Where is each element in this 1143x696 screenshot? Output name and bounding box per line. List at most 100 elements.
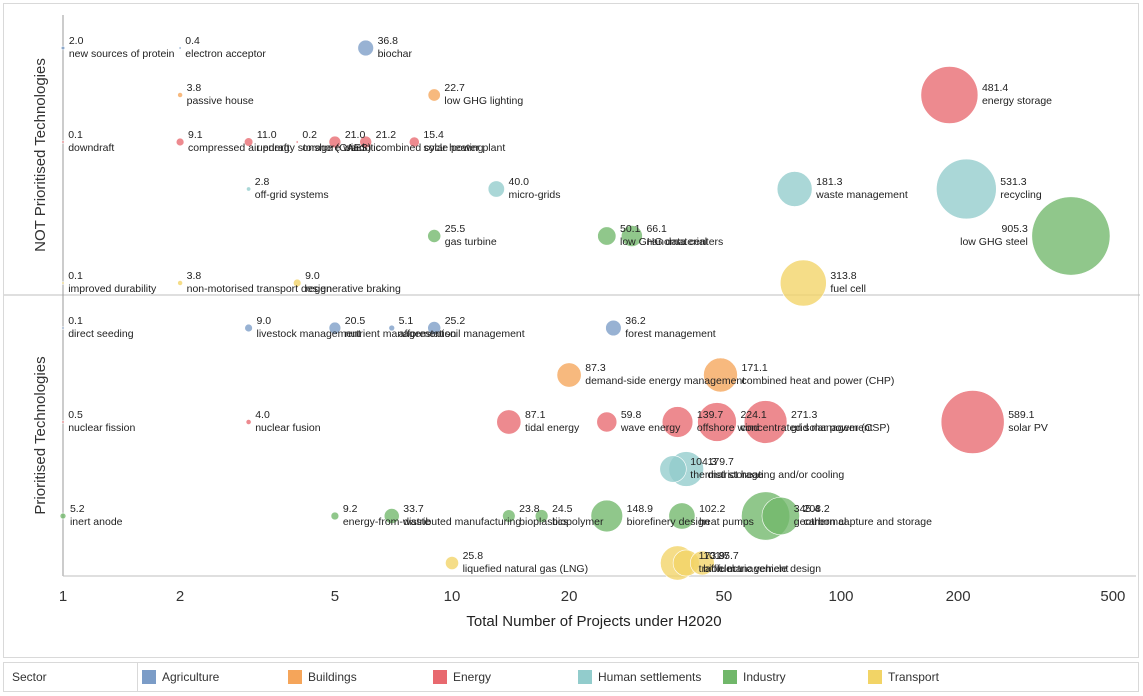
name-label-not-fuel-cell: fuel cell: [830, 283, 866, 295]
value-label-pri-livestock-management: 9.0: [257, 315, 272, 327]
name-label-not-micro-grids: micro-grids: [509, 189, 561, 201]
name-label-not-low-ghg-data-centers: low GHG data centers: [620, 236, 723, 248]
bubble-pri-bioplastics: [502, 509, 516, 523]
legend-item-transport[interactable]: Transport: [868, 670, 1013, 684]
name-label-not-osmotic: osmotic: [345, 142, 381, 154]
value-label-pri-offshore-wind: 139.7: [697, 409, 723, 421]
bubble-not-non-motorised-transport-design: [177, 280, 183, 286]
legend-item-buildings[interactable]: Buildings: [288, 670, 433, 684]
legend-label-human-settlements: Human settlements: [598, 670, 702, 684]
name-label-pri-soil-management: soil management: [445, 328, 525, 340]
name-label-pri-forest-management: forest management: [625, 328, 716, 340]
bubble-not-recycling: [936, 158, 997, 220]
x-tick-label: 2: [176, 588, 184, 605]
sector-legend: Sector Agriculture Buildings Energy Huma…: [3, 662, 1139, 692]
x-axis-title: Total Number of Projects under H2020: [466, 613, 721, 630]
name-label-pri-biorefinery-design: biorefinery design: [627, 516, 710, 528]
value-label-pri-bioplastics: 23.8: [519, 503, 540, 515]
value-label-not-low-ghg-data-centers: 50.1: [620, 223, 641, 235]
bubble-pri-grid-management: [743, 400, 788, 444]
value-label-pri-nuclear-fission: 0.5: [68, 409, 83, 421]
name-label-pri-liquefied-natural-gas-lng: liquefied natural gas (LNG): [463, 563, 588, 575]
bubble-not-solar-heating: [408, 136, 420, 148]
bubble-not-waste-management: [776, 171, 813, 207]
bubble-not-updraft: [243, 137, 254, 147]
value-label-pri-traffic-management: 173.9: [699, 550, 725, 562]
value-label-not-osmotic: 21.0: [345, 129, 366, 141]
value-label-pri-thermal-storage: 104.3: [690, 456, 716, 468]
bubble-pri-concentrated-solar-power-csp: [697, 402, 737, 442]
bubble-not-fuel-cell: [779, 259, 827, 307]
axis-layer: NOT Prioritised Technologies Prioritised …: [32, 58, 1125, 630]
legend-swatch-buildings: [288, 670, 302, 684]
value-label-pri-nutrient-management: 20.5: [345, 315, 366, 327]
x-tick-label: 1: [59, 588, 67, 605]
name-label-not-low-ghg-lighting: low GHG lighting: [444, 95, 523, 107]
value-label-not-updraft: 11.0: [257, 129, 277, 141]
bubble-not-low-ghg-steel: [1031, 196, 1111, 276]
bubble-pri-liquefied-natural-gas-lng: [445, 556, 459, 570]
bubble-not-osmotic: [328, 135, 342, 149]
bubble-pri-thermal-storage: [659, 455, 687, 483]
panel-label-not: NOT Prioritised Technologies: [32, 58, 49, 252]
name-label-pri-direct-seeding: direct seeding: [68, 328, 134, 340]
name-label-not-combined-cycle-power-plant: combined cycle power plant: [376, 142, 506, 154]
bubble-not-compressed-air-energy-storage-caes: [175, 137, 185, 147]
legend-item-industry[interactable]: Industry: [723, 670, 868, 684]
value-label-pri-afforestation: 5.1: [399, 315, 414, 327]
name-label-not-gas-turbine: gas turbine: [445, 236, 497, 248]
bubble-pri-livestock-management: [244, 323, 253, 333]
value-label-pri-wave-energy: 59.8: [621, 409, 642, 421]
legend-item-agriculture[interactable]: Agriculture: [140, 670, 288, 684]
bubble-not-energy-storage: [920, 66, 979, 124]
value-label-pri-biorefinery-design: 148.9: [627, 503, 653, 515]
bubble-pri-nuclear-fusion: [245, 419, 252, 425]
bubble-pri-electric-vehicle-design: [689, 550, 715, 576]
bubble-pri-carbon-capture-and-storage: [761, 496, 800, 536]
bubble-not-new-sources-of-protein: [60, 45, 66, 51]
bubble-pri-combined-heat-and-power-chp: [703, 357, 738, 393]
bubble-pri-biorefinery-design: [590, 499, 623, 533]
x-tick-label: 100: [828, 588, 853, 605]
bubble-not-nanomaterial: [621, 225, 643, 247]
bubble-pri-wave-energy: [596, 411, 618, 433]
bubble-pri-afforestation: [388, 324, 395, 332]
value-label-not-waste-management: 181.3: [816, 176, 842, 188]
legend-item-energy[interactable]: Energy: [433, 670, 578, 684]
bubble-pri-direct-seeding: [61, 326, 65, 330]
value-label-not-fuel-cell: 313.8: [830, 270, 856, 282]
bubble-layer: [59, 39, 1111, 581]
value-label-pri-inert-anode: 5.2: [70, 503, 85, 515]
bubble-not-onshore-wind: [295, 140, 299, 144]
name-label-not-nanomaterial: nanomaterial: [646, 236, 707, 248]
value-label-not-combined-cycle-power-plant: 21.2: [376, 129, 397, 141]
name-label-not-onshore-wind: onshore wind: [302, 142, 365, 154]
value-label-not-off-grid-systems: 2.8: [255, 176, 270, 188]
value-label-pri-direct-seeding: 0.1: [68, 315, 83, 327]
value-label-pri-combined-heat-and-power-chp: 171.1: [741, 362, 767, 374]
legend-item-human-settlements[interactable]: Human settlements: [578, 670, 723, 684]
value-label-not-passive-house: 3.8: [187, 82, 202, 94]
bubble-pri-biopolymer: [534, 509, 549, 523]
bubble-pri-energy-from-waste: [330, 511, 340, 521]
value-label-not-electron-acceptor: 0.4: [185, 35, 200, 47]
x-tick-label: 20: [561, 588, 578, 605]
bubble-not-improved-durability: [61, 281, 65, 285]
name-label-pri-inert-anode: inert anode: [70, 516, 123, 528]
x-tick-label: 10: [444, 588, 461, 605]
name-label-pri-concentrated-solar-power-csp: concentrated solar power (CSP): [740, 422, 889, 434]
bubble-pri-tidal-energy: [496, 409, 522, 435]
x-tick-label: 50: [716, 588, 733, 605]
grid-layer: [4, 15, 1140, 577]
bubble-pri-soil-management: [427, 321, 442, 335]
name-label-pri-distributed-manufacturing: distributed manufacturing: [403, 516, 521, 528]
legend-swatch-industry: [723, 670, 737, 684]
value-label-pri-electric-vehicle-design: 85.7: [718, 550, 739, 562]
bubble-pri-distributed-manufacturing: [383, 508, 400, 524]
value-label-pri-forest-management: 36.2: [625, 315, 646, 327]
name-label-not-recycling: recycling: [1000, 189, 1042, 201]
bubble-not-downdraft: [61, 140, 65, 144]
bubble-pri-demand-side-energy-management: [556, 362, 582, 388]
bubble-not-low-ghg-data-centers: [597, 226, 617, 246]
